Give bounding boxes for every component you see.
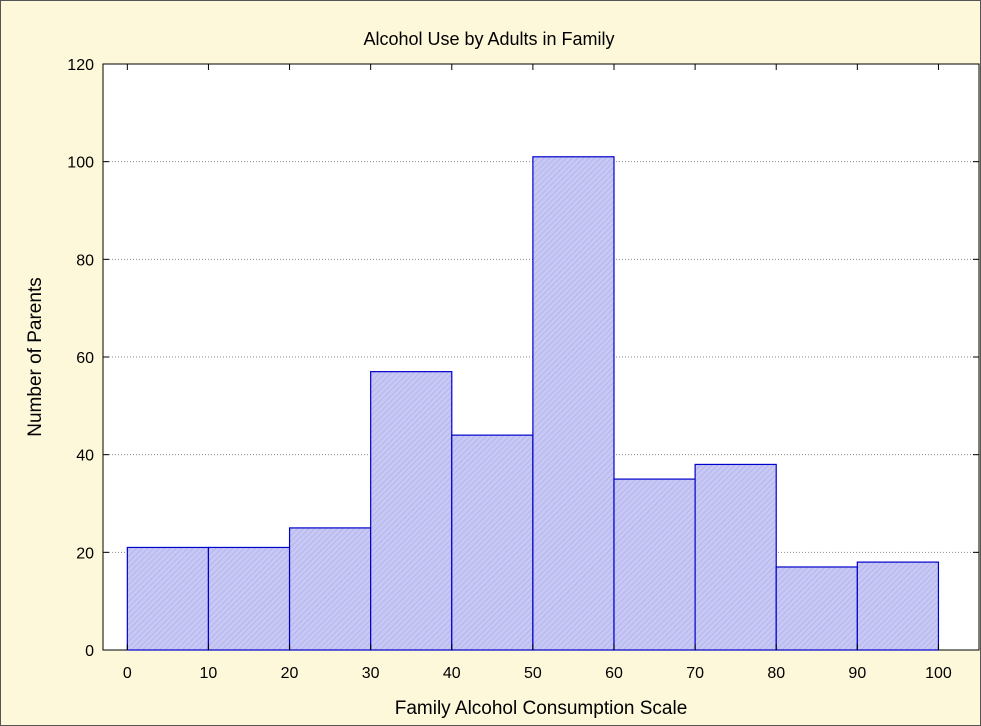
x-tick-label: 80 (767, 665, 785, 682)
x-tick-label: 30 (362, 665, 380, 682)
y-tick-label: 20 (76, 545, 94, 562)
chart-title: Alcohol Use by Adults in Family (363, 29, 614, 49)
y-tick-label: 40 (76, 448, 94, 465)
histogram-bar (288, 527, 372, 651)
x-tick-label: 0 (123, 665, 132, 682)
y-tick-label: 60 (76, 350, 94, 367)
x-tick-label: 70 (686, 665, 704, 682)
x-tick-label: 20 (281, 665, 299, 682)
x-tick-label: 50 (524, 665, 542, 682)
x-tick-label: 100 (925, 665, 952, 682)
histogram-bar (451, 434, 534, 651)
x-tick-label: 10 (200, 665, 218, 682)
histogram-bar (126, 546, 210, 651)
histogram-bar (613, 478, 696, 651)
axes: 0 10 20 30 40 50 60 70 80 90 100 0 20 40 60 80 100 120 (67, 57, 979, 682)
histogram-bar (370, 371, 453, 651)
y-tick-label: 100 (67, 155, 94, 172)
y-axis-label: Number of Parents (25, 277, 46, 436)
bars (126, 156, 940, 651)
y-tick-label: 0 (85, 643, 94, 660)
histogram-bar (207, 546, 291, 651)
y-tick-label: 80 (76, 252, 94, 269)
histogram-bar (775, 566, 858, 651)
histogram-bar (532, 156, 615, 651)
histogram-bar (694, 463, 777, 651)
x-tick-label: 60 (605, 665, 623, 682)
x-tick-label: 90 (848, 665, 866, 682)
x-tick-label: 40 (443, 665, 461, 682)
x-axis-label: Family Alcohol Consumption Scale (395, 698, 688, 719)
histogram-bar (856, 561, 940, 651)
y-tick-label: 120 (67, 57, 94, 74)
